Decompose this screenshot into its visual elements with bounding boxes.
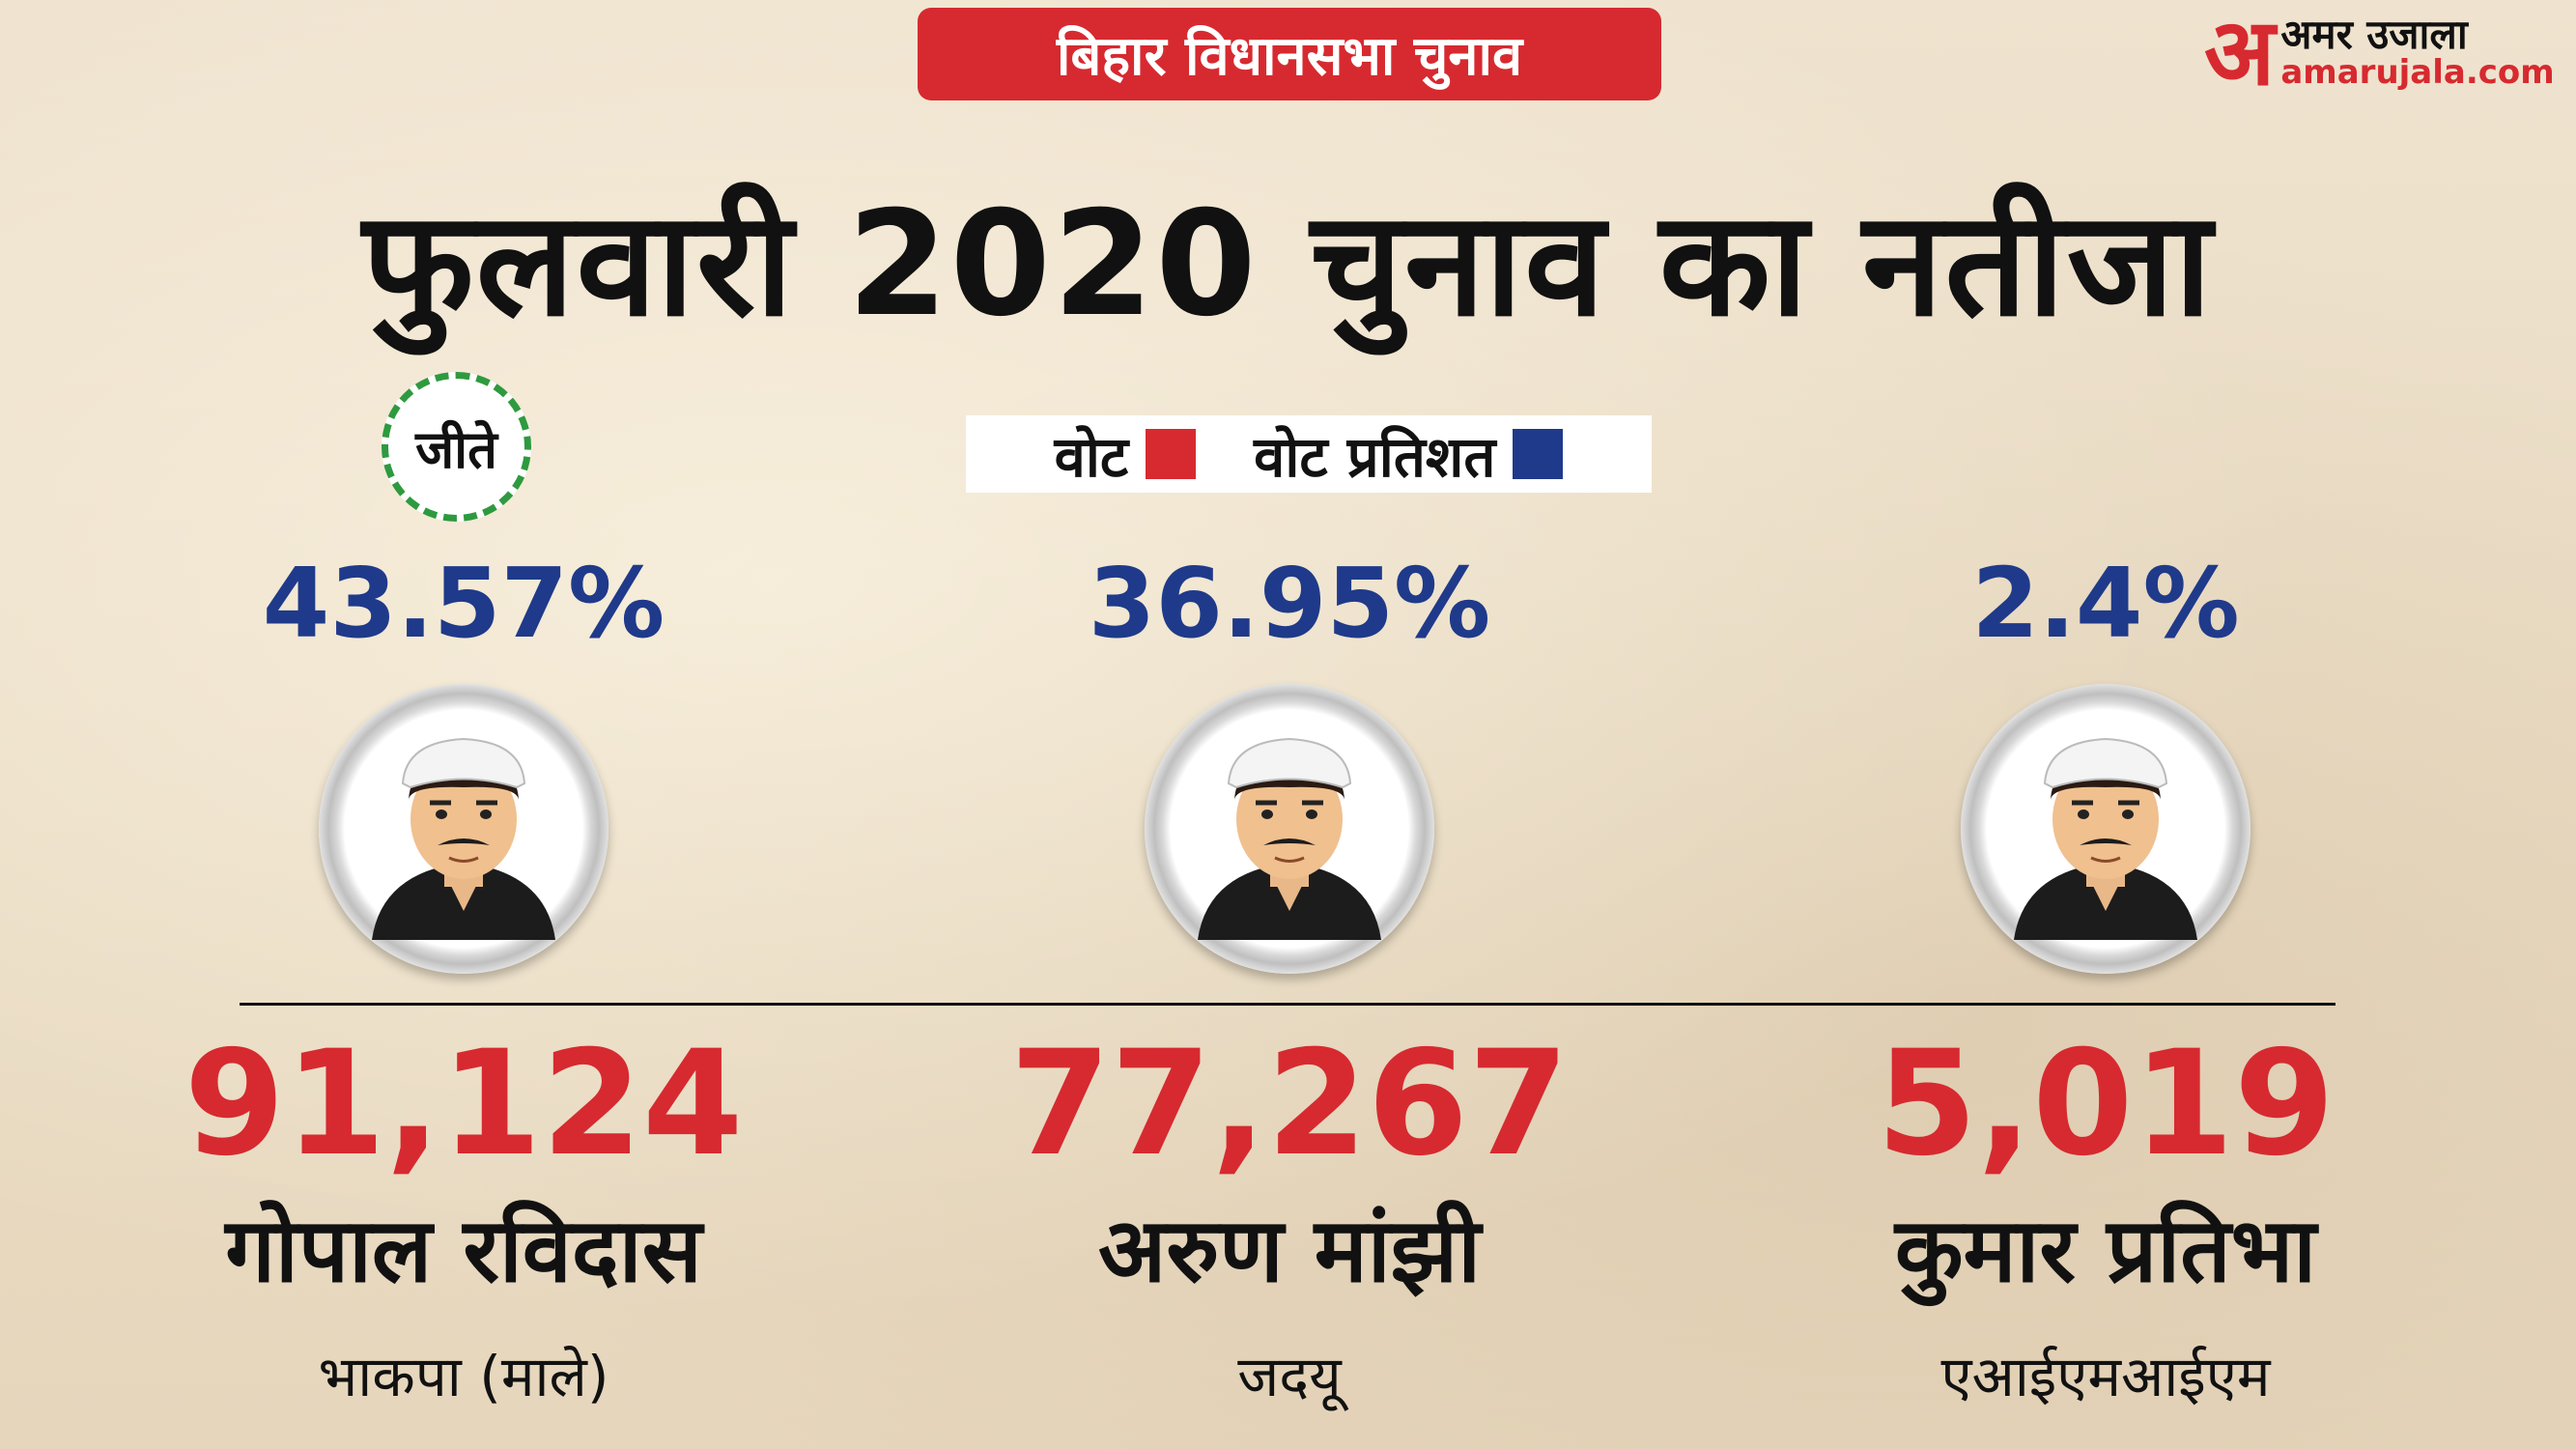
election-badge: बिहार विधानसभा चुनाव xyxy=(918,8,1661,100)
logo-texts: अमर उजाला amarujala.com xyxy=(2280,14,2554,91)
candidate-party: भाकपा (माले) xyxy=(318,1344,609,1409)
badge-text: बिहार विधानसभा चुनाव xyxy=(1056,25,1523,88)
candidate-column-2: 36.95% xyxy=(951,541,1628,974)
legend-percent-swatch xyxy=(1513,429,1564,479)
amar-ujala-logo: अ अमर उजाला amarujala.com xyxy=(2204,0,2571,106)
avatar xyxy=(319,684,609,974)
avatar xyxy=(1961,684,2250,974)
vote-percent: 43.57% xyxy=(262,547,665,660)
avatar xyxy=(1145,684,1434,974)
vote-count: 5,019 xyxy=(1876,1020,2335,1188)
vote-percent: 2.4% xyxy=(1971,547,2240,660)
candidate-party: एआईएमआईएम xyxy=(1940,1344,2271,1409)
candidate-column-3: 2.4% xyxy=(1768,541,2444,974)
vote-percent: 36.95% xyxy=(1088,547,1491,660)
winner-label: जीते xyxy=(415,418,497,480)
legend: वोट वोट प्रतिशत xyxy=(966,415,1652,493)
candidate-avatar-icon xyxy=(2014,737,2197,940)
candidate-name: गोपाल रविदास xyxy=(225,1199,702,1302)
divider-line xyxy=(240,1003,2335,1006)
legend-percent-label: वोट प्रतिशत xyxy=(1254,423,1496,490)
candidate-party: जदयू xyxy=(1237,1344,1342,1409)
candidate-column-1: 43.57% xyxy=(126,541,802,974)
candidate-avatar-icon xyxy=(1198,737,1381,940)
page-title: फुलवारी 2020 चुनाव का नतीजा xyxy=(362,181,2214,349)
vote-count: 77,267 xyxy=(1009,1020,1570,1188)
candidate-name: कुमार प्रतिभा xyxy=(1894,1199,2317,1302)
candidate-avatar-icon xyxy=(372,737,555,940)
candidate-name: अरुण मांझी xyxy=(1097,1199,1482,1302)
logo-site: amarujala.com xyxy=(2280,53,2555,93)
winner-stamp: जीते xyxy=(382,372,531,522)
legend-votes-label: वोट xyxy=(1054,423,1129,490)
vote-count: 91,124 xyxy=(184,1020,744,1188)
legend-votes-swatch xyxy=(1146,429,1197,479)
logo-brand: अमर उजाला xyxy=(2280,11,2468,59)
logo-mark: अ xyxy=(2204,0,2276,106)
